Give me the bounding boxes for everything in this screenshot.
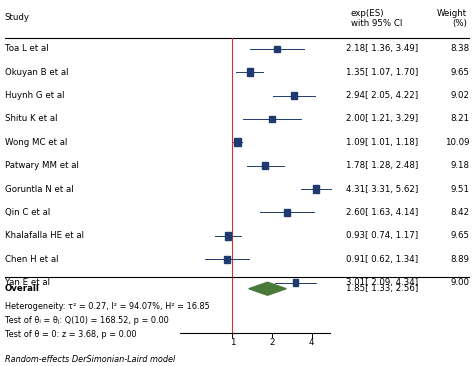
Text: 8.89: 8.89 — [450, 255, 469, 264]
Text: 2.60[ 1.63, 4.14]: 2.60[ 1.63, 4.14] — [346, 208, 418, 217]
Text: 1.09[ 1.01, 1.18]: 1.09[ 1.01, 1.18] — [346, 138, 418, 147]
Text: 8.38: 8.38 — [450, 44, 469, 53]
Text: 8.42: 8.42 — [450, 208, 469, 217]
Text: Okuyan B et al: Okuyan B et al — [5, 68, 68, 77]
Polygon shape — [249, 282, 286, 295]
Text: 9.51: 9.51 — [450, 184, 469, 194]
Text: 9.18: 9.18 — [450, 161, 469, 170]
Text: 3.01[ 2.09, 4.34]: 3.01[ 2.09, 4.34] — [346, 278, 418, 287]
Bar — [246, 68, 253, 76]
Text: with 95% CI: with 95% CI — [351, 19, 402, 28]
Text: Study: Study — [5, 13, 30, 22]
Text: 2.00[ 1.21, 3.29]: 2.00[ 1.21, 3.29] — [346, 115, 418, 123]
Text: Yan E et al: Yan E et al — [5, 278, 50, 287]
Bar — [263, 162, 268, 169]
Bar — [234, 138, 241, 146]
Text: Goruntla N et al: Goruntla N et al — [5, 184, 73, 194]
Text: 0.93[ 0.74, 1.17]: 0.93[ 0.74, 1.17] — [346, 231, 418, 240]
Text: Qin C et al: Qin C et al — [5, 208, 50, 217]
Bar — [269, 116, 275, 122]
Text: Random-effects DerSimonian-Laird model: Random-effects DerSimonian-Laird model — [5, 355, 175, 365]
Text: 2.94[ 2.05, 4.22]: 2.94[ 2.05, 4.22] — [346, 91, 418, 100]
Text: Huynh G et al: Huynh G et al — [5, 91, 64, 100]
Text: (%): (%) — [452, 19, 467, 28]
Text: 2.18[ 1.36, 3.49]: 2.18[ 1.36, 3.49] — [346, 44, 418, 53]
Text: 9.02: 9.02 — [450, 91, 469, 100]
Bar — [224, 256, 230, 263]
Text: 9.00: 9.00 — [450, 278, 469, 287]
Text: Weight: Weight — [437, 9, 467, 18]
Text: Patwary MM et al: Patwary MM et al — [5, 161, 79, 170]
Text: 9.65: 9.65 — [450, 231, 469, 240]
Text: 4.31[ 3.31, 5.62]: 4.31[ 3.31, 5.62] — [346, 184, 418, 194]
Text: Overall: Overall — [5, 284, 40, 293]
Text: 0.91[ 0.62, 1.34]: 0.91[ 0.62, 1.34] — [346, 255, 418, 264]
Text: Wong MC et al: Wong MC et al — [5, 138, 67, 147]
Text: 1.78[ 1.28, 2.48]: 1.78[ 1.28, 2.48] — [346, 161, 418, 170]
Text: Toa L et al: Toa L et al — [5, 44, 48, 53]
Text: Heterogeneity: τ² = 0.27, I² = 94.07%, H² = 16.85: Heterogeneity: τ² = 0.27, I² = 94.07%, H… — [5, 302, 210, 310]
Text: Test of θ = 0: z = 3.68, p = 0.00: Test of θ = 0: z = 3.68, p = 0.00 — [5, 330, 136, 339]
Text: Test of θᵢ = θⱼ: Q(10) = 168.52, p = 0.00: Test of θᵢ = θⱼ: Q(10) = 168.52, p = 0.0… — [5, 316, 168, 325]
Bar — [225, 232, 231, 240]
Bar — [313, 186, 319, 193]
Text: 1.85[ 1.33, 2.56]: 1.85[ 1.33, 2.56] — [346, 284, 418, 293]
Text: 1.35[ 1.07, 1.70]: 1.35[ 1.07, 1.70] — [346, 68, 418, 77]
Text: 1: 1 — [230, 338, 235, 347]
Text: Shitu K et al: Shitu K et al — [5, 115, 57, 123]
Bar — [274, 46, 280, 52]
Bar — [292, 279, 298, 286]
Text: 2: 2 — [269, 338, 275, 347]
Bar — [284, 209, 290, 216]
Text: exp(ES): exp(ES) — [351, 9, 384, 18]
Text: Chen H et al: Chen H et al — [5, 255, 58, 264]
Text: 10.09: 10.09 — [445, 138, 469, 147]
Text: 9.65: 9.65 — [450, 68, 469, 77]
Text: 8.21: 8.21 — [450, 115, 469, 123]
Bar — [291, 92, 297, 99]
Text: 4: 4 — [309, 338, 314, 347]
Text: Khalafalla HE et al: Khalafalla HE et al — [5, 231, 84, 240]
